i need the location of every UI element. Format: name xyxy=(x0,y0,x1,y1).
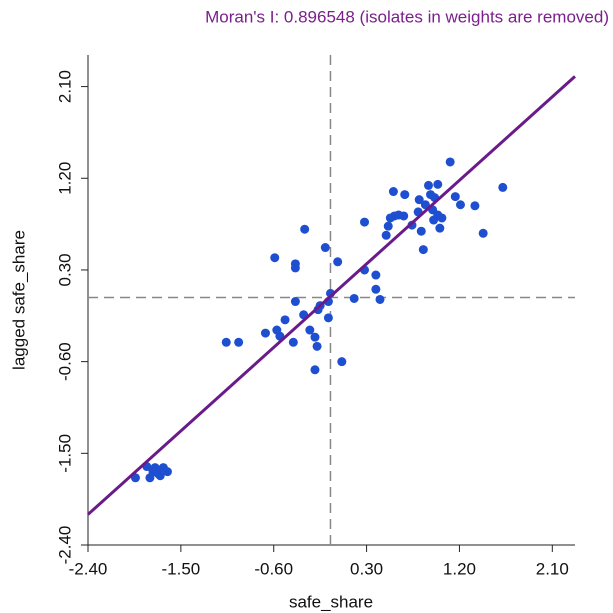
x-tick-label: 1.20 xyxy=(443,559,476,578)
y-tick-label: 0.30 xyxy=(55,253,74,286)
point xyxy=(455,200,465,210)
point xyxy=(400,190,410,200)
point xyxy=(445,157,455,167)
point xyxy=(371,284,381,294)
y-tick-label: -0.60 xyxy=(55,342,74,381)
point xyxy=(414,195,424,205)
regression-line xyxy=(86,75,577,516)
y-tick-label: 2.10 xyxy=(55,70,74,103)
point xyxy=(375,294,385,304)
point xyxy=(429,215,439,225)
point xyxy=(280,315,290,325)
x-tick-label: -0.60 xyxy=(254,559,293,578)
point xyxy=(290,297,300,307)
point xyxy=(388,187,398,197)
point xyxy=(234,337,244,347)
point xyxy=(399,211,409,221)
point xyxy=(470,201,480,211)
x-tick-label: -2.40 xyxy=(69,559,108,578)
point xyxy=(360,217,370,227)
point xyxy=(498,182,508,192)
y-tick-label: -2.40 xyxy=(55,526,74,565)
point xyxy=(162,467,172,477)
point xyxy=(349,293,359,303)
point xyxy=(221,337,231,347)
chart-title: Moran's I: 0.896548 (isolates in weights… xyxy=(205,7,609,26)
point xyxy=(323,313,333,323)
point xyxy=(478,228,488,238)
point xyxy=(290,263,300,273)
point xyxy=(312,341,322,351)
point xyxy=(320,243,330,253)
point xyxy=(310,365,320,375)
point xyxy=(423,180,433,190)
y-tick-label: -1.50 xyxy=(55,434,74,473)
point xyxy=(333,257,343,267)
y-tick-label: 1.20 xyxy=(55,162,74,195)
point xyxy=(260,328,270,338)
point xyxy=(418,245,428,255)
point xyxy=(435,223,445,233)
point xyxy=(270,253,280,263)
y-axis-title: lagged safe_share xyxy=(9,230,28,370)
x-axis-title: safe_share xyxy=(289,592,373,611)
point xyxy=(288,337,298,347)
x-tick-label: 2.10 xyxy=(536,559,569,578)
point xyxy=(450,192,460,202)
point xyxy=(437,213,447,223)
point xyxy=(310,332,320,342)
point xyxy=(381,230,391,240)
point xyxy=(416,226,426,236)
point xyxy=(153,469,163,479)
point xyxy=(305,325,315,335)
point xyxy=(337,357,347,367)
point xyxy=(371,270,381,280)
point xyxy=(385,213,395,223)
point xyxy=(433,179,443,189)
x-tick-label: 0.30 xyxy=(350,559,383,578)
point xyxy=(383,221,393,231)
point xyxy=(300,224,310,234)
x-tick-label: -1.50 xyxy=(161,559,200,578)
